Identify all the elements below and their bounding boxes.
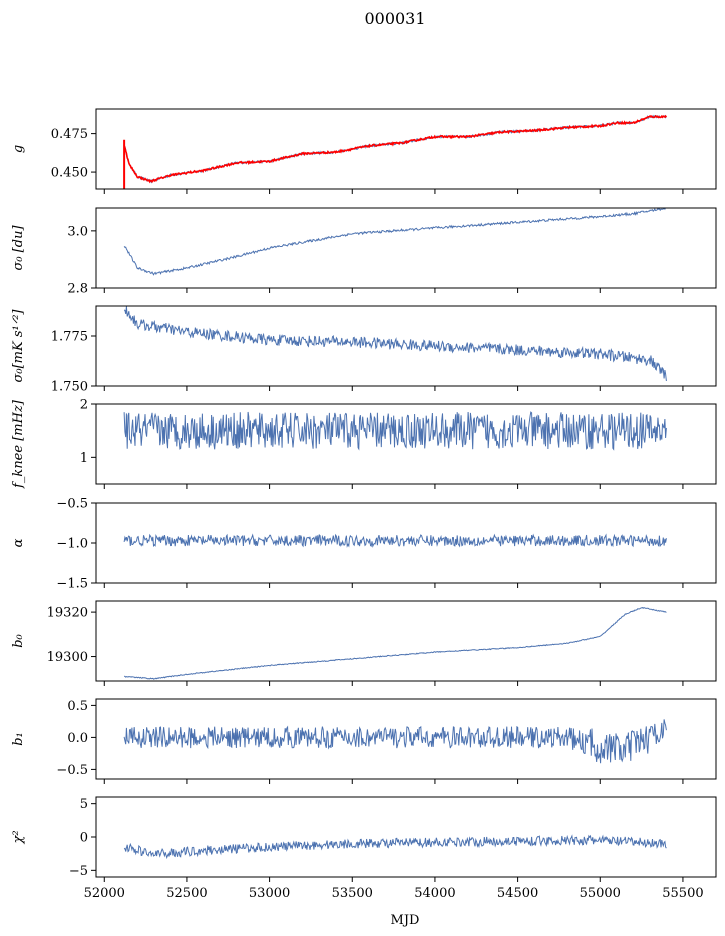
y-axis-label: g [11, 145, 26, 153]
panel-6: 19300 19320 b₀ [11, 600, 717, 686]
panel-4: 1 2 f_knee [mHz] [11, 398, 717, 489]
y-tick-label: 1.775 [51, 330, 88, 345]
axes-frame [95, 796, 717, 878]
panel-5: −1.5 −1.0 −0.5 α [11, 497, 717, 592]
x-tick-label: 54000 [414, 886, 455, 901]
x-tick-label: 52000 [84, 886, 125, 901]
panels: 0.450 0.475 g 2.8 3.0 σ₀ [du] 1.750 1.775 σ₀[mK … [11, 108, 717, 901]
y-tick-label: 1 [80, 451, 88, 466]
panel-2: 2.8 3.0 σ₀ [du] [11, 207, 717, 297]
series-line [123, 834, 667, 860]
y-tick-label: 19300 [47, 650, 88, 665]
axes-frame [95, 108, 717, 190]
y-tick-label: −0.5 [56, 763, 88, 778]
axes-frame [95, 305, 717, 387]
panel-7: −0.5 0.0 0.5 b₁ [11, 698, 717, 784]
y-tick-label: −1.0 [56, 537, 88, 552]
y-axis-label: χ² [11, 830, 26, 844]
panel-1: 0.450 0.475 g [11, 108, 717, 194]
y-tick-label: −1.5 [56, 577, 88, 592]
series-line [123, 533, 667, 548]
y-axis-label: b₁ [11, 732, 26, 746]
y-tick-label: 0 [80, 831, 88, 846]
series-line [123, 411, 667, 451]
series-line [123, 114, 667, 184]
y-tick-label: 1.750 [51, 380, 88, 395]
panel-8: −5 0 5 52000 52500 53000 53500 54000 54500 55000 5… [11, 796, 717, 901]
series-line [123, 719, 667, 764]
y-axis-label: σ₀ [du] [11, 225, 26, 271]
x-axis-label: MJD [391, 913, 420, 928]
x-tick-label: 55500 [662, 886, 703, 901]
axes-frame [95, 600, 717, 682]
y-tick-label: 0.450 [51, 166, 88, 181]
y-tick-label: −5 [69, 864, 88, 879]
x-tick-label: 53500 [332, 886, 373, 901]
axes-frame [95, 403, 717, 485]
y-tick-label: −0.5 [56, 497, 88, 512]
y-axis-label: b₀ [11, 633, 26, 647]
series-line [124, 607, 667, 680]
y-axis-label: f_knee [mHz] [11, 399, 26, 489]
x-tick-label: 52500 [166, 886, 207, 901]
series-line [123, 306, 667, 382]
y-tick-label: 0.5 [67, 699, 88, 714]
axes-frame [95, 698, 717, 780]
y-axis-label: α [11, 538, 26, 547]
y-tick-label: 5 [80, 797, 88, 812]
x-tick-label: 55000 [580, 886, 621, 901]
y-axis-label: σ₀[mK s¹ᐟ²] [11, 309, 26, 383]
y-tick-label: 2.8 [67, 282, 88, 297]
y-tick-label: 2 [80, 398, 88, 413]
panel-3: 1.750 1.775 σ₀[mK s¹ᐟ²] [11, 305, 717, 395]
x-tick-label: 53000 [249, 886, 290, 901]
overlay-line [123, 114, 668, 184]
y-tick-label: 0.0 [67, 731, 88, 746]
series-line [123, 208, 666, 276]
y-tick-label: 19320 [47, 606, 88, 621]
y-tick-label: 3.0 [67, 224, 88, 239]
figure-title: 000031 [364, 9, 425, 28]
axes-frame [95, 207, 717, 289]
x-tick-label: 54500 [497, 886, 538, 901]
y-tick-label: 0.475 [51, 127, 88, 142]
